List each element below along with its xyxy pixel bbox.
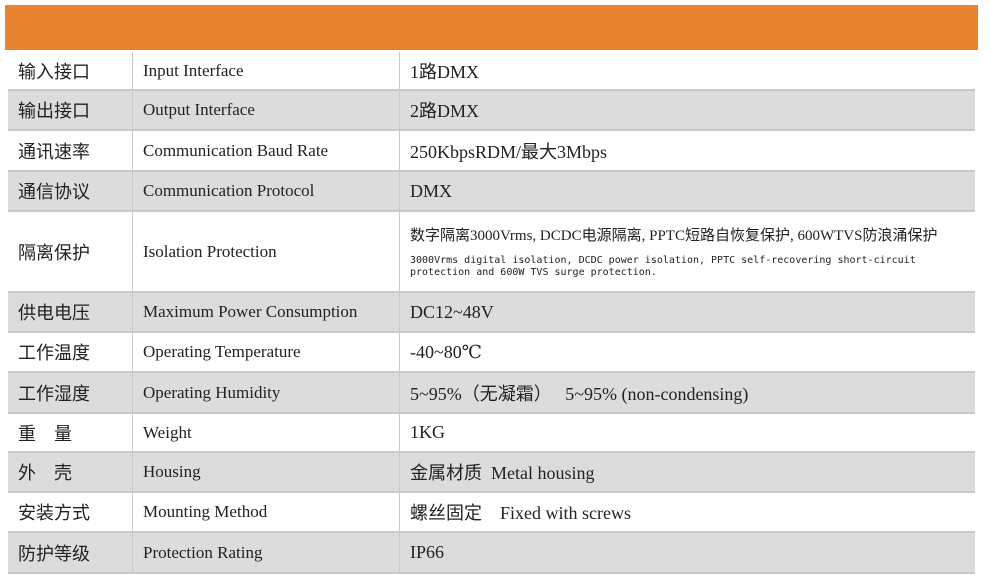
table-cell: Communication Baud Rate (133, 131, 400, 170)
table-cell: 输出接口 (8, 91, 133, 129)
table-cell: Input Interface (133, 52, 400, 89)
table-row: 供电电压 Maximum Power Consumption DC12~48V (8, 293, 975, 333)
table-cell: 防护等级 (8, 533, 133, 572)
table-cell: 5~95%（无凝霜） 5~95% (non-condensing) (400, 373, 975, 412)
table-cell: 供电电压 (8, 293, 133, 331)
cell-text: 供电电压 (18, 303, 90, 323)
cell-text: Communication Protocol (143, 181, 315, 200)
cell-text: 通信协议 (18, 182, 90, 202)
table-cell: Weight (133, 414, 400, 451)
cell-text: Housing (143, 462, 201, 481)
table-cell: 螺丝固定 Fixed with screws (400, 493, 975, 531)
table-row: 工作温度 Operating Temperature -40~80℃ (8, 333, 975, 373)
cell-text: Mounting Method (143, 502, 268, 521)
table-cell: Output Interface (133, 91, 400, 129)
cell-text: Operating Humidity (143, 382, 281, 402)
cell-text: Protection Rating (143, 542, 263, 562)
cell-text: 工作湿度 (18, 383, 90, 404)
table-cell: 金属材质 Metal housing (400, 453, 975, 491)
table-cell: Housing (133, 453, 400, 491)
table-row: 外 壳 Housing 金属材质 Metal housing (8, 453, 975, 493)
cell-text: 金属材质 Metal housing (410, 463, 595, 483)
table-row: 安装方式 Mounting Method 螺丝固定 Fixed with screw… (8, 493, 975, 533)
cell-text: Weight (143, 422, 192, 442)
table-cell: Protection Rating (133, 533, 400, 572)
table-cell: 隔离保护 (8, 212, 133, 291)
table-cell: 重 量 (8, 414, 133, 451)
table-cell: 工作湿度 (8, 373, 133, 412)
cell-text: 输入接口 (18, 61, 90, 82)
table-cell: 安装方式 (8, 493, 133, 531)
cell-text: Input Interface (143, 60, 244, 80)
table-cell: DMX (400, 172, 975, 210)
cell-text: 输出接口 (18, 101, 90, 121)
cell-text: Isolation Protection (143, 241, 277, 261)
cell-text: 1路DMX (410, 61, 480, 82)
cell-text: 1KG (410, 422, 445, 442)
cell-text: IP66 (410, 542, 445, 562)
cell-text: 重 量 (18, 423, 72, 444)
table-cell: IP66 (400, 533, 975, 572)
cell-text: 隔离保护 (18, 242, 90, 263)
cell-text: 数字隔离3000Vrms, DCDC电源隔离, PPTC短路自恢复保护, 600… (410, 228, 938, 244)
cell-text: Operating Temperature (143, 342, 301, 361)
table-cell: DC12~48V (400, 293, 975, 331)
cell-text: 安装方式 (18, 503, 90, 523)
table-cell: 外 壳 (8, 453, 133, 491)
table-cell: 2路DMX (400, 91, 975, 129)
table-row: 输出接口 Output Interface 2路DMX (8, 91, 975, 131)
table-row: 隔离保护 Isolation Protection 数字隔离3000Vrms, DC… (8, 212, 975, 293)
table-cell: Isolation Protection (133, 212, 400, 291)
table-row: 输入接口 Input Interface 1路DMX (8, 52, 975, 91)
cell-text: Output Interface (143, 100, 255, 119)
table-cell: 250KbpsRDM/最大3Mbps (400, 131, 975, 170)
table-cell: 通信协议 (8, 172, 133, 210)
cell-text: 外 壳 (18, 463, 72, 483)
table-cell: 工作温度 (8, 333, 133, 371)
table-row: 重 量 Weight 1KG (8, 414, 975, 453)
table-cell: Communication Protocol (133, 172, 400, 210)
cell-text: 通讯速率 (18, 141, 90, 162)
table-cell: 通讯速率 (8, 131, 133, 170)
table-cell: -40~80℃ (400, 333, 975, 371)
cell-text-en: 3000Vrms digital isolation, DCDC power i… (410, 255, 916, 278)
cell-text: 2路DMX (410, 101, 480, 121)
table-cell: 输入接口 (8, 52, 133, 89)
cell-text: 250KbpsRDM/最大3Mbps (410, 141, 608, 162)
table-row: 通讯速率 Communication Baud Rate 250KbpsRDM/最大… (8, 131, 975, 172)
table-cell: Operating Humidity (133, 373, 400, 412)
table-cell: Maximum Power Consumption (133, 293, 400, 331)
table-row: 工作湿度 Operating Humidity 5~95%（无凝霜） 5~95% (… (8, 373, 975, 414)
table-cell: Mounting Method (133, 493, 400, 531)
cell-text: DMX (410, 180, 453, 201)
cell-text: -40~80℃ (410, 341, 482, 362)
table-cell: Operating Temperature (133, 333, 400, 371)
cell-text: DC12~48V (410, 301, 494, 322)
cell-text: Maximum Power Consumption (143, 302, 358, 321)
cell-text: 螺丝固定 Fixed with screws (410, 503, 631, 523)
cell-text: 5~95%（无凝霜） 5~95% (non-condensing) (410, 383, 749, 404)
table-cell: 数字隔离3000Vrms, DCDC电源隔离, PPTC短路自恢复保护, 600… (400, 212, 975, 291)
table-cell: 1KG (400, 414, 975, 451)
table-cell: 1路DMX (400, 52, 975, 89)
cell-text: 工作温度 (18, 343, 90, 363)
table-row: 防护等级 Protection Rating IP66 (8, 533, 975, 574)
cell-text: Communication Baud Rate (143, 140, 329, 160)
cell-text: 防护等级 (18, 543, 90, 564)
header-bar (5, 5, 978, 50)
table-row: 通信协议 Communication Protocol DMX (8, 172, 975, 212)
